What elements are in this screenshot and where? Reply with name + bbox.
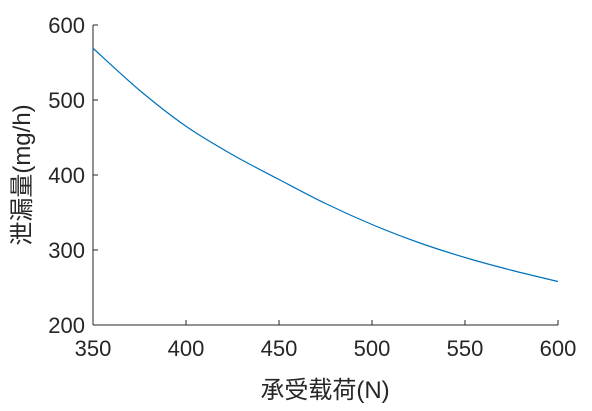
y-tick-label: 300 [48,238,85,263]
x-tick-label: 600 [540,336,577,361]
x-axis-label: 承受载荷(N) [260,377,389,404]
x-tick-label: 350 [75,336,112,361]
x-tick-label: 400 [168,336,205,361]
y-tick-label: 400 [48,163,85,188]
ticks: 350 400 450 500 550 600 200 300 400 500 600 [48,13,576,361]
y-axis-label: 泄漏量(mg/h) [9,104,36,245]
x-tick-label: 450 [261,336,298,361]
axes [92,25,558,326]
y-tick-label: 600 [48,13,85,38]
series-line [92,47,559,283]
y-tick-label: 500 [48,88,85,113]
x-tick-label: 550 [447,336,484,361]
series-group [92,47,559,283]
x-tick-label: 500 [354,336,391,361]
y-tick-label: 200 [48,313,85,338]
